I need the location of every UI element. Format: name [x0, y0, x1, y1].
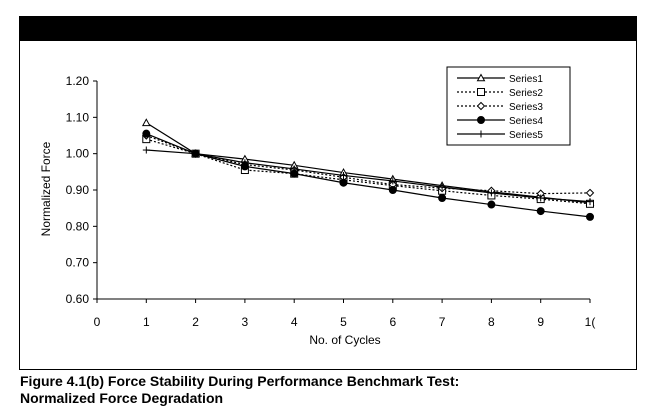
y-tick-label: 1.20	[66, 74, 90, 88]
series-5-point	[290, 165, 298, 173]
series-5-point	[438, 183, 446, 191]
y-tick-label: 0.90	[66, 183, 90, 197]
x-axis-label: No. of Cycles	[309, 333, 380, 347]
series-5-point	[537, 194, 545, 202]
series-5-point	[389, 177, 397, 185]
y-tick-label: 1.00	[66, 147, 90, 161]
x-tick-label: 9	[537, 315, 544, 329]
y-tick-label: 1.10	[66, 110, 90, 124]
series-4-line	[146, 133, 591, 218]
x-tick-label: 6	[389, 315, 396, 329]
series-4-point	[438, 193, 447, 202]
y-tick-label: 0.70	[66, 256, 90, 270]
x-tick-label: 1(	[585, 315, 596, 329]
y-tick-label: 0.80	[66, 219, 90, 233]
series-2-line	[146, 138, 591, 205]
legend-box	[446, 66, 571, 146]
series-1-point	[141, 118, 151, 127]
legend-label: Series1	[509, 74, 543, 85]
series-4-point	[487, 200, 496, 209]
series-layer	[141, 118, 595, 221]
series-5	[142, 146, 594, 206]
series-4-point	[388, 186, 397, 194]
legend-marker	[477, 88, 485, 96]
x-tick-label: 2	[192, 315, 199, 329]
legend-label: Series5	[509, 130, 543, 141]
series-5-point	[192, 150, 200, 158]
series-5-line	[146, 149, 591, 203]
legend-marker	[476, 73, 486, 82]
x-tick-label: 3	[242, 315, 249, 329]
x-tick-label: 5	[340, 315, 347, 329]
figure-caption: Figure 4.1(b) Force Stability During Per…	[20, 373, 640, 407]
x-tick-label: 7	[439, 315, 446, 329]
legend-label: Series2	[509, 88, 543, 99]
series-3-point	[585, 188, 595, 198]
series-4-point	[536, 207, 545, 216]
caption-line-1: Figure 4.1(b) Force Stability During Per…	[20, 373, 460, 389]
header-bar	[20, 17, 636, 41]
y-tick-label: 0.60	[66, 292, 90, 306]
chart-axes: 0.60 0.70 0.80 0.90 1.00 1.10 1.20 0 1 2 3 4 5 6 7 8 9 1(	[66, 74, 596, 329]
series-1-line	[145, 122, 591, 204]
series-5-point	[142, 146, 150, 154]
series-4-point	[586, 212, 594, 221]
x-tick-label: 0	[94, 315, 101, 329]
legend-marker	[477, 116, 485, 124]
series-3-line	[146, 134, 591, 195]
x-tick-label: 1	[143, 315, 150, 329]
x-tick-label: 4	[291, 315, 298, 329]
legend-marker	[477, 130, 485, 138]
y-axis-label: Normalized Force	[39, 141, 53, 236]
legend-label: Series3	[509, 102, 543, 113]
series-4	[142, 129, 594, 221]
series-5-point	[586, 198, 594, 206]
legend-label: Series4	[509, 116, 543, 127]
series-4-point	[339, 178, 348, 187]
series-5-point	[487, 189, 495, 197]
series-5-point	[241, 159, 249, 167]
legend-marker	[476, 101, 486, 111]
chart-legend: Series1 Series2 Series3 Series4 Series5	[446, 66, 571, 146]
x-tick-label: 8	[488, 315, 495, 329]
caption-line-2: Normalized Force Degradation	[20, 390, 224, 406]
series-4-point	[142, 129, 151, 138]
series-5-point	[340, 171, 347, 179]
